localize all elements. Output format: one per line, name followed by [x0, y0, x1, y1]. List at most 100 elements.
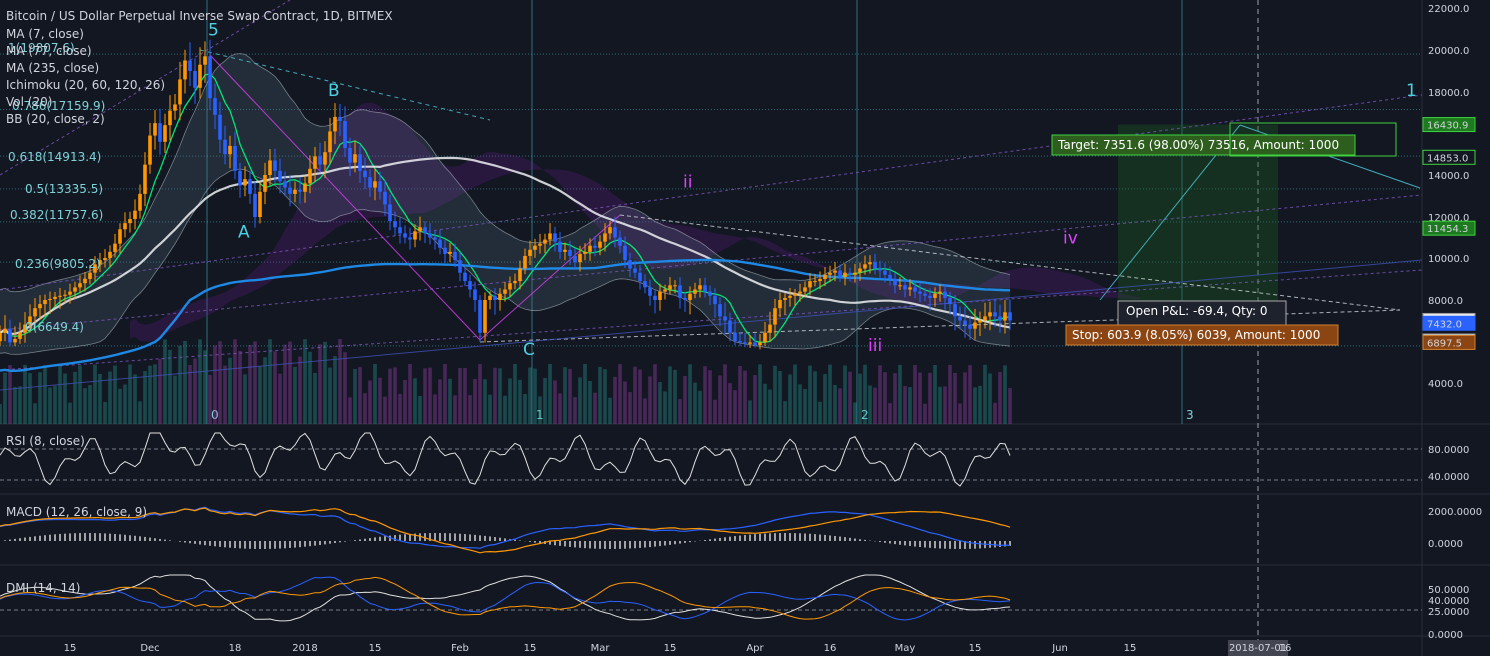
candle-body-124 — [618, 237, 622, 246]
candle-body-111 — [553, 233, 557, 242]
candle-body-57 — [283, 181, 287, 188]
price-tag-box-0 — [1422, 117, 1476, 133]
candle-body-22 — [108, 251, 112, 258]
volume-bar-74 — [368, 380, 372, 424]
volume-bar-98 — [488, 394, 492, 424]
price-tag-box-6 — [1422, 334, 1476, 350]
volume-bar-143 — [713, 399, 717, 424]
ichimoku-cloud — [0, 53, 1278, 355]
volume-bar-165 — [823, 374, 827, 424]
candle-body-95 — [473, 289, 477, 300]
candle-body-74 — [368, 177, 372, 188]
volume-bar-103 — [513, 364, 517, 424]
volume-bar-151 — [753, 374, 757, 424]
candle-body-24 — [118, 229, 122, 244]
candle-body-18 — [88, 272, 92, 279]
volume-bar-154 — [768, 389, 772, 424]
candle-body-173 — [863, 264, 867, 269]
x-tick-10: 16 — [824, 643, 837, 654]
candle-body-91 — [453, 251, 457, 261]
candle-body-14 — [68, 291, 72, 295]
volume-bar-192 — [958, 403, 962, 424]
candle-body-116 — [578, 253, 582, 263]
time-axis[interactable]: 15 Dec 18 2018 15 Feb 15 Mar 15 Apr 16 May 15 Jun 15 20… — [64, 640, 1292, 656]
candle-body-168 — [838, 270, 842, 277]
price-tag-label-4: 7432.0 — [1427, 319, 1462, 330]
candle-body-172 — [858, 268, 862, 273]
volume-bar-73 — [363, 393, 367, 424]
price-tag-box-2 — [1422, 220, 1476, 236]
volume-bar-142 — [708, 370, 712, 424]
candle-body-50 — [248, 179, 252, 194]
candle-body-157 — [783, 297, 787, 300]
volume-bar-58 — [288, 341, 292, 424]
trendline-6 — [0, 259, 1423, 391]
candle-body-62 — [308, 168, 312, 184]
volume-bar-22 — [108, 371, 112, 424]
candle-body-164 — [818, 279, 822, 282]
candle-body-35 — [173, 104, 177, 111]
pane-title-1: MACD (12, 26, close, 9) — [6, 505, 147, 519]
candle-body-46 — [228, 145, 232, 155]
cycle-label-3: 3 — [1186, 408, 1194, 422]
volume-bar-107 — [533, 368, 537, 424]
volume-bar-178 — [888, 403, 892, 424]
volume-bar-8 — [38, 372, 42, 424]
volume-bar-37 — [183, 340, 187, 424]
volume-bar-129 — [643, 398, 647, 424]
fib-label-1: 0.618(14913.4) — [8, 150, 101, 164]
x-tick-box-15 — [1228, 640, 1288, 656]
fib-label-6: 1(19807.6) — [8, 41, 75, 55]
candle-body-90 — [448, 251, 452, 254]
candle-body-139 — [693, 289, 697, 294]
volume-bar-164 — [818, 401, 822, 424]
y-tick-1: 20000.0 — [1428, 46, 1469, 57]
candle-body-0 — [0, 332, 2, 342]
volume-bar-135 — [673, 369, 677, 424]
volume-bar-23 — [113, 365, 117, 424]
volume-bar-31 — [153, 364, 157, 424]
candle-body-120 — [598, 241, 602, 248]
candle-body-158 — [788, 295, 792, 298]
candle-body-132 — [658, 291, 662, 300]
volume-bar-11 — [53, 385, 57, 424]
candle-body-56 — [278, 170, 282, 182]
osc-tick-4: 50.0000 — [1428, 585, 1469, 596]
candle-body-117 — [583, 251, 587, 254]
candle-body-73 — [363, 170, 367, 178]
volume-bar-79 — [393, 367, 397, 424]
volume-bar-122 — [608, 397, 612, 424]
candle-body-128 — [638, 272, 642, 282]
candle-body-80 — [398, 227, 402, 234]
stop-label-box — [1065, 324, 1339, 346]
volume-bar-43 — [213, 345, 217, 424]
candle-body-7 — [33, 308, 37, 317]
volume-bar-86 — [428, 367, 432, 424]
osc-tick-7: 0.0000 — [1428, 630, 1463, 641]
volume-bar-193 — [963, 372, 967, 424]
volume-bar-191 — [953, 372, 957, 424]
volume-bar-134 — [668, 366, 672, 424]
macd-line — [0, 506, 1011, 549]
candle-body-195 — [973, 322, 977, 329]
volume-bar-156 — [778, 370, 782, 424]
volume-bar-163 — [813, 371, 817, 424]
volume-bar-132 — [658, 382, 662, 424]
volume-bar-112 — [558, 393, 562, 424]
x-tick-0: 15 — [64, 643, 77, 654]
volume-bar-89 — [443, 364, 447, 424]
candle-body-149 — [743, 342, 747, 344]
price-tag-box-1 — [1422, 149, 1476, 165]
candle-body-87 — [433, 237, 437, 240]
volume-bar-46 — [228, 357, 232, 424]
x-tick-16: 16 — [1279, 643, 1292, 654]
volume-bar-147 — [733, 390, 737, 424]
candle-body-176 — [878, 268, 882, 271]
volume-bar-94 — [468, 395, 472, 424]
candle-body-140 — [698, 285, 702, 290]
candle-body-47 — [233, 145, 237, 171]
volume-bar-133 — [663, 391, 667, 424]
price-axis[interactable]: 22000.0 20000.0 18000.0 14000.0 12000.0 10000… — [1422, 4, 1482, 641]
volume-bar-152 — [758, 364, 762, 424]
